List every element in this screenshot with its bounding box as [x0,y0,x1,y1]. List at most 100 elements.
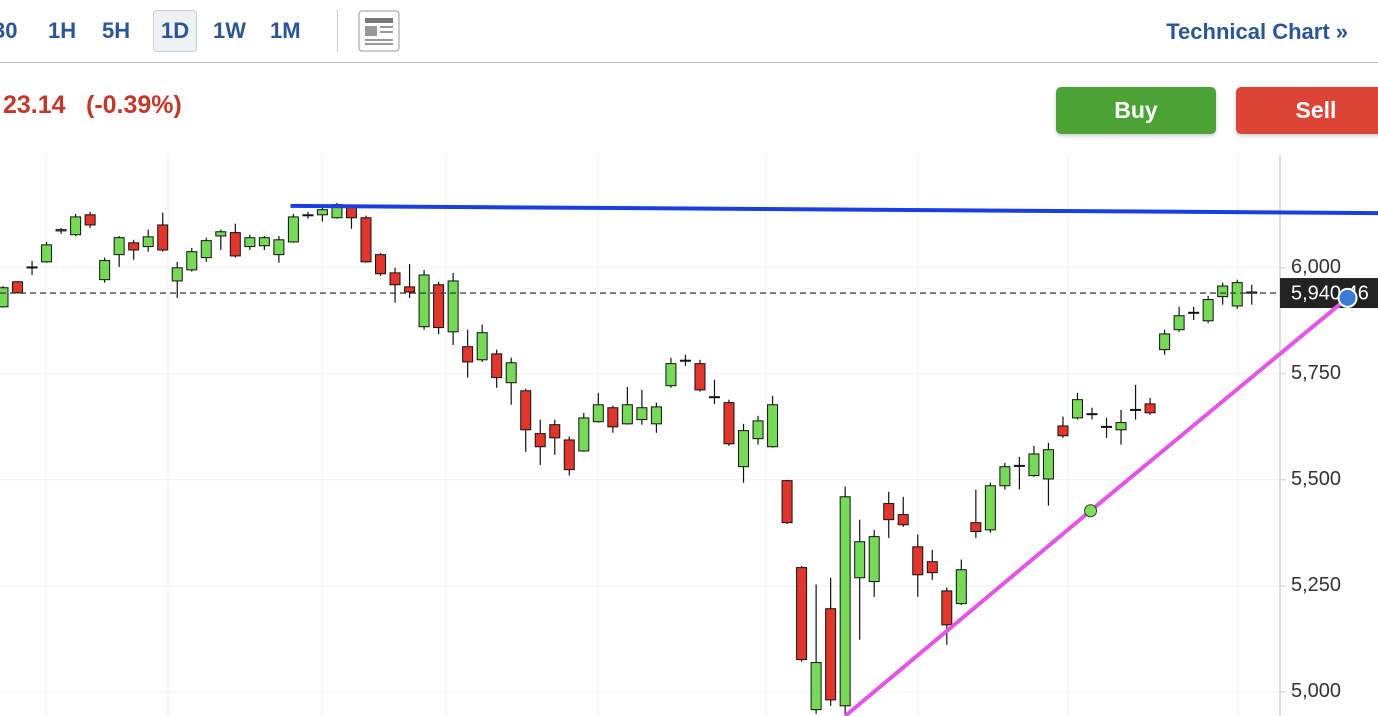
candle-body [781,480,793,524]
candle-body [1202,299,1214,322]
candle-body [534,433,546,448]
candle-body [12,281,24,294]
last-price-label: 5,940.46 [1291,282,1369,304]
candle-body [1159,333,1171,351]
candle-body [157,224,169,251]
candle-body [1144,403,1156,414]
candle-body [796,567,808,661]
candle-body [258,237,270,247]
candle-body [404,286,416,293]
timeframe-button[interactable]: 1D [153,10,198,52]
candle-body [345,207,357,219]
candle-body [810,662,822,711]
candle-body [142,236,154,248]
candle-body [679,359,691,362]
candle-body [752,420,764,440]
candle-body [1217,285,1229,298]
candle-body [694,363,706,391]
candle-body [912,546,924,576]
change-percent: (-0.39%) [86,91,182,119]
candle-body [1071,399,1083,419]
candle-body [55,229,67,232]
candle-body [244,237,256,248]
candle-body [113,237,125,256]
candle-body [389,272,401,286]
candle-body [738,430,750,468]
candle-body [476,332,488,361]
candle-body [767,404,779,448]
candle-body [316,209,328,216]
trendline-handle [1337,287,1358,308]
candle-body [287,216,299,243]
candle-body [1028,453,1040,477]
candle-body [1115,422,1127,431]
candle-body [549,424,561,439]
candle-body [26,266,38,269]
candle-body [302,214,314,217]
timeframe-button[interactable]: 30 [0,18,18,43]
timeframe-button[interactable]: 5H [102,18,131,43]
candle-body [839,496,851,707]
candle-body [636,407,648,421]
separator [337,10,338,52]
candle-body [825,608,837,701]
candle-body [215,231,227,237]
candle-body [1130,408,1142,411]
candle-body [1188,311,1200,314]
buy-button[interactable]: Buy [1056,87,1216,134]
candle-body [491,353,503,379]
timeframe-button[interactable]: 1W [213,18,246,43]
trendline-handle [1084,504,1098,518]
trendline [290,203,1378,216]
layout-icon[interactable] [358,10,400,52]
candle-body [650,406,662,425]
timeframe-button[interactable]: 1M [270,18,301,43]
candle-body [883,503,895,521]
y-tick-label: 5,250 [1291,574,1341,596]
candle-body [171,267,183,282]
candle-body [520,390,532,431]
candle-body [433,284,445,329]
candle-body [578,417,590,452]
candle-body [563,439,575,471]
candle-body [1173,315,1185,331]
candle-body [1231,282,1243,307]
candle-body [0,287,9,308]
candle-body [418,274,430,328]
sell-button[interactable]: Sell [1236,87,1378,134]
candle-body [505,362,517,384]
candle-body [1101,425,1113,428]
candle-body [186,251,198,271]
candle-body [375,254,387,275]
y-tick-label: 5,750 [1291,362,1341,384]
candle-body [200,240,212,259]
candle-body [462,346,474,363]
candle-body [70,216,82,236]
candle-body [621,404,633,425]
candle-body [360,217,372,263]
candle-body [999,466,1011,487]
candle-body [941,590,953,626]
timeframe-button[interactable]: 1H [48,18,77,43]
candle-body [128,242,140,251]
candle-body [868,536,880,583]
candle-body [708,396,720,399]
candle-body [607,407,619,428]
candle-body [41,244,53,263]
candle-body [955,569,967,605]
candle-body [273,239,285,256]
candle-body [447,280,459,333]
candle-body [592,404,604,423]
y-tick-label: 5,000 [1291,680,1341,702]
toolbar: Technical Chart » 30 1H 5H 1D 1W 1M [0,0,1378,63]
candle-body [854,541,866,579]
candle-body [1013,464,1025,467]
y-tick-label: 5,500 [1291,468,1341,490]
technical-chart-link[interactable]: Technical Chart » [1166,19,1348,44]
candle-body [970,522,982,533]
candle-body [229,232,241,257]
candle-body [665,363,677,387]
